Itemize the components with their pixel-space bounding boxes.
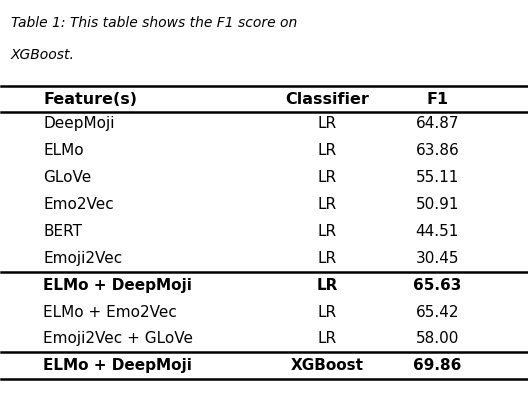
Text: LR: LR bbox=[316, 278, 338, 293]
Text: Emo2Vec: Emo2Vec bbox=[43, 197, 114, 212]
Text: 50.91: 50.91 bbox=[416, 197, 459, 212]
Text: LR: LR bbox=[317, 251, 336, 266]
Text: 65.63: 65.63 bbox=[413, 278, 461, 293]
Text: 55.11: 55.11 bbox=[416, 170, 459, 185]
Text: LR: LR bbox=[317, 170, 336, 185]
Text: LR: LR bbox=[317, 143, 336, 158]
Text: LR: LR bbox=[317, 332, 336, 347]
Text: Emoji2Vec + GLoVe: Emoji2Vec + GLoVe bbox=[43, 332, 193, 347]
Text: LR: LR bbox=[317, 224, 336, 239]
Text: ELMo + Emo2Vec: ELMo + Emo2Vec bbox=[43, 304, 177, 320]
Text: LR: LR bbox=[317, 117, 336, 131]
Text: 58.00: 58.00 bbox=[416, 332, 459, 347]
Text: Feature(s): Feature(s) bbox=[43, 92, 137, 107]
Text: 30.45: 30.45 bbox=[416, 251, 459, 266]
Text: LR: LR bbox=[317, 197, 336, 212]
Text: XGBoost: XGBoost bbox=[290, 358, 363, 373]
Text: BERT: BERT bbox=[43, 224, 82, 239]
Text: 69.86: 69.86 bbox=[413, 358, 461, 373]
Text: 44.51: 44.51 bbox=[416, 224, 459, 239]
Text: 63.86: 63.86 bbox=[416, 143, 459, 158]
Text: GLoVe: GLoVe bbox=[43, 170, 92, 185]
Text: ELMo: ELMo bbox=[43, 143, 84, 158]
Text: Table 1: This table shows the F1 score on: Table 1: This table shows the F1 score o… bbox=[11, 16, 297, 30]
Text: ELMo + DeepMoji: ELMo + DeepMoji bbox=[43, 278, 192, 293]
Text: Emoji2Vec: Emoji2Vec bbox=[43, 251, 122, 266]
Text: LR: LR bbox=[317, 304, 336, 320]
Text: F1: F1 bbox=[426, 92, 448, 107]
Text: Classifier: Classifier bbox=[285, 92, 369, 107]
Text: XGBoost.: XGBoost. bbox=[11, 48, 74, 62]
Text: ELMo + DeepMoji: ELMo + DeepMoji bbox=[43, 358, 192, 373]
Text: 64.87: 64.87 bbox=[416, 117, 459, 131]
Text: DeepMoji: DeepMoji bbox=[43, 117, 115, 131]
Text: 65.42: 65.42 bbox=[416, 304, 459, 320]
